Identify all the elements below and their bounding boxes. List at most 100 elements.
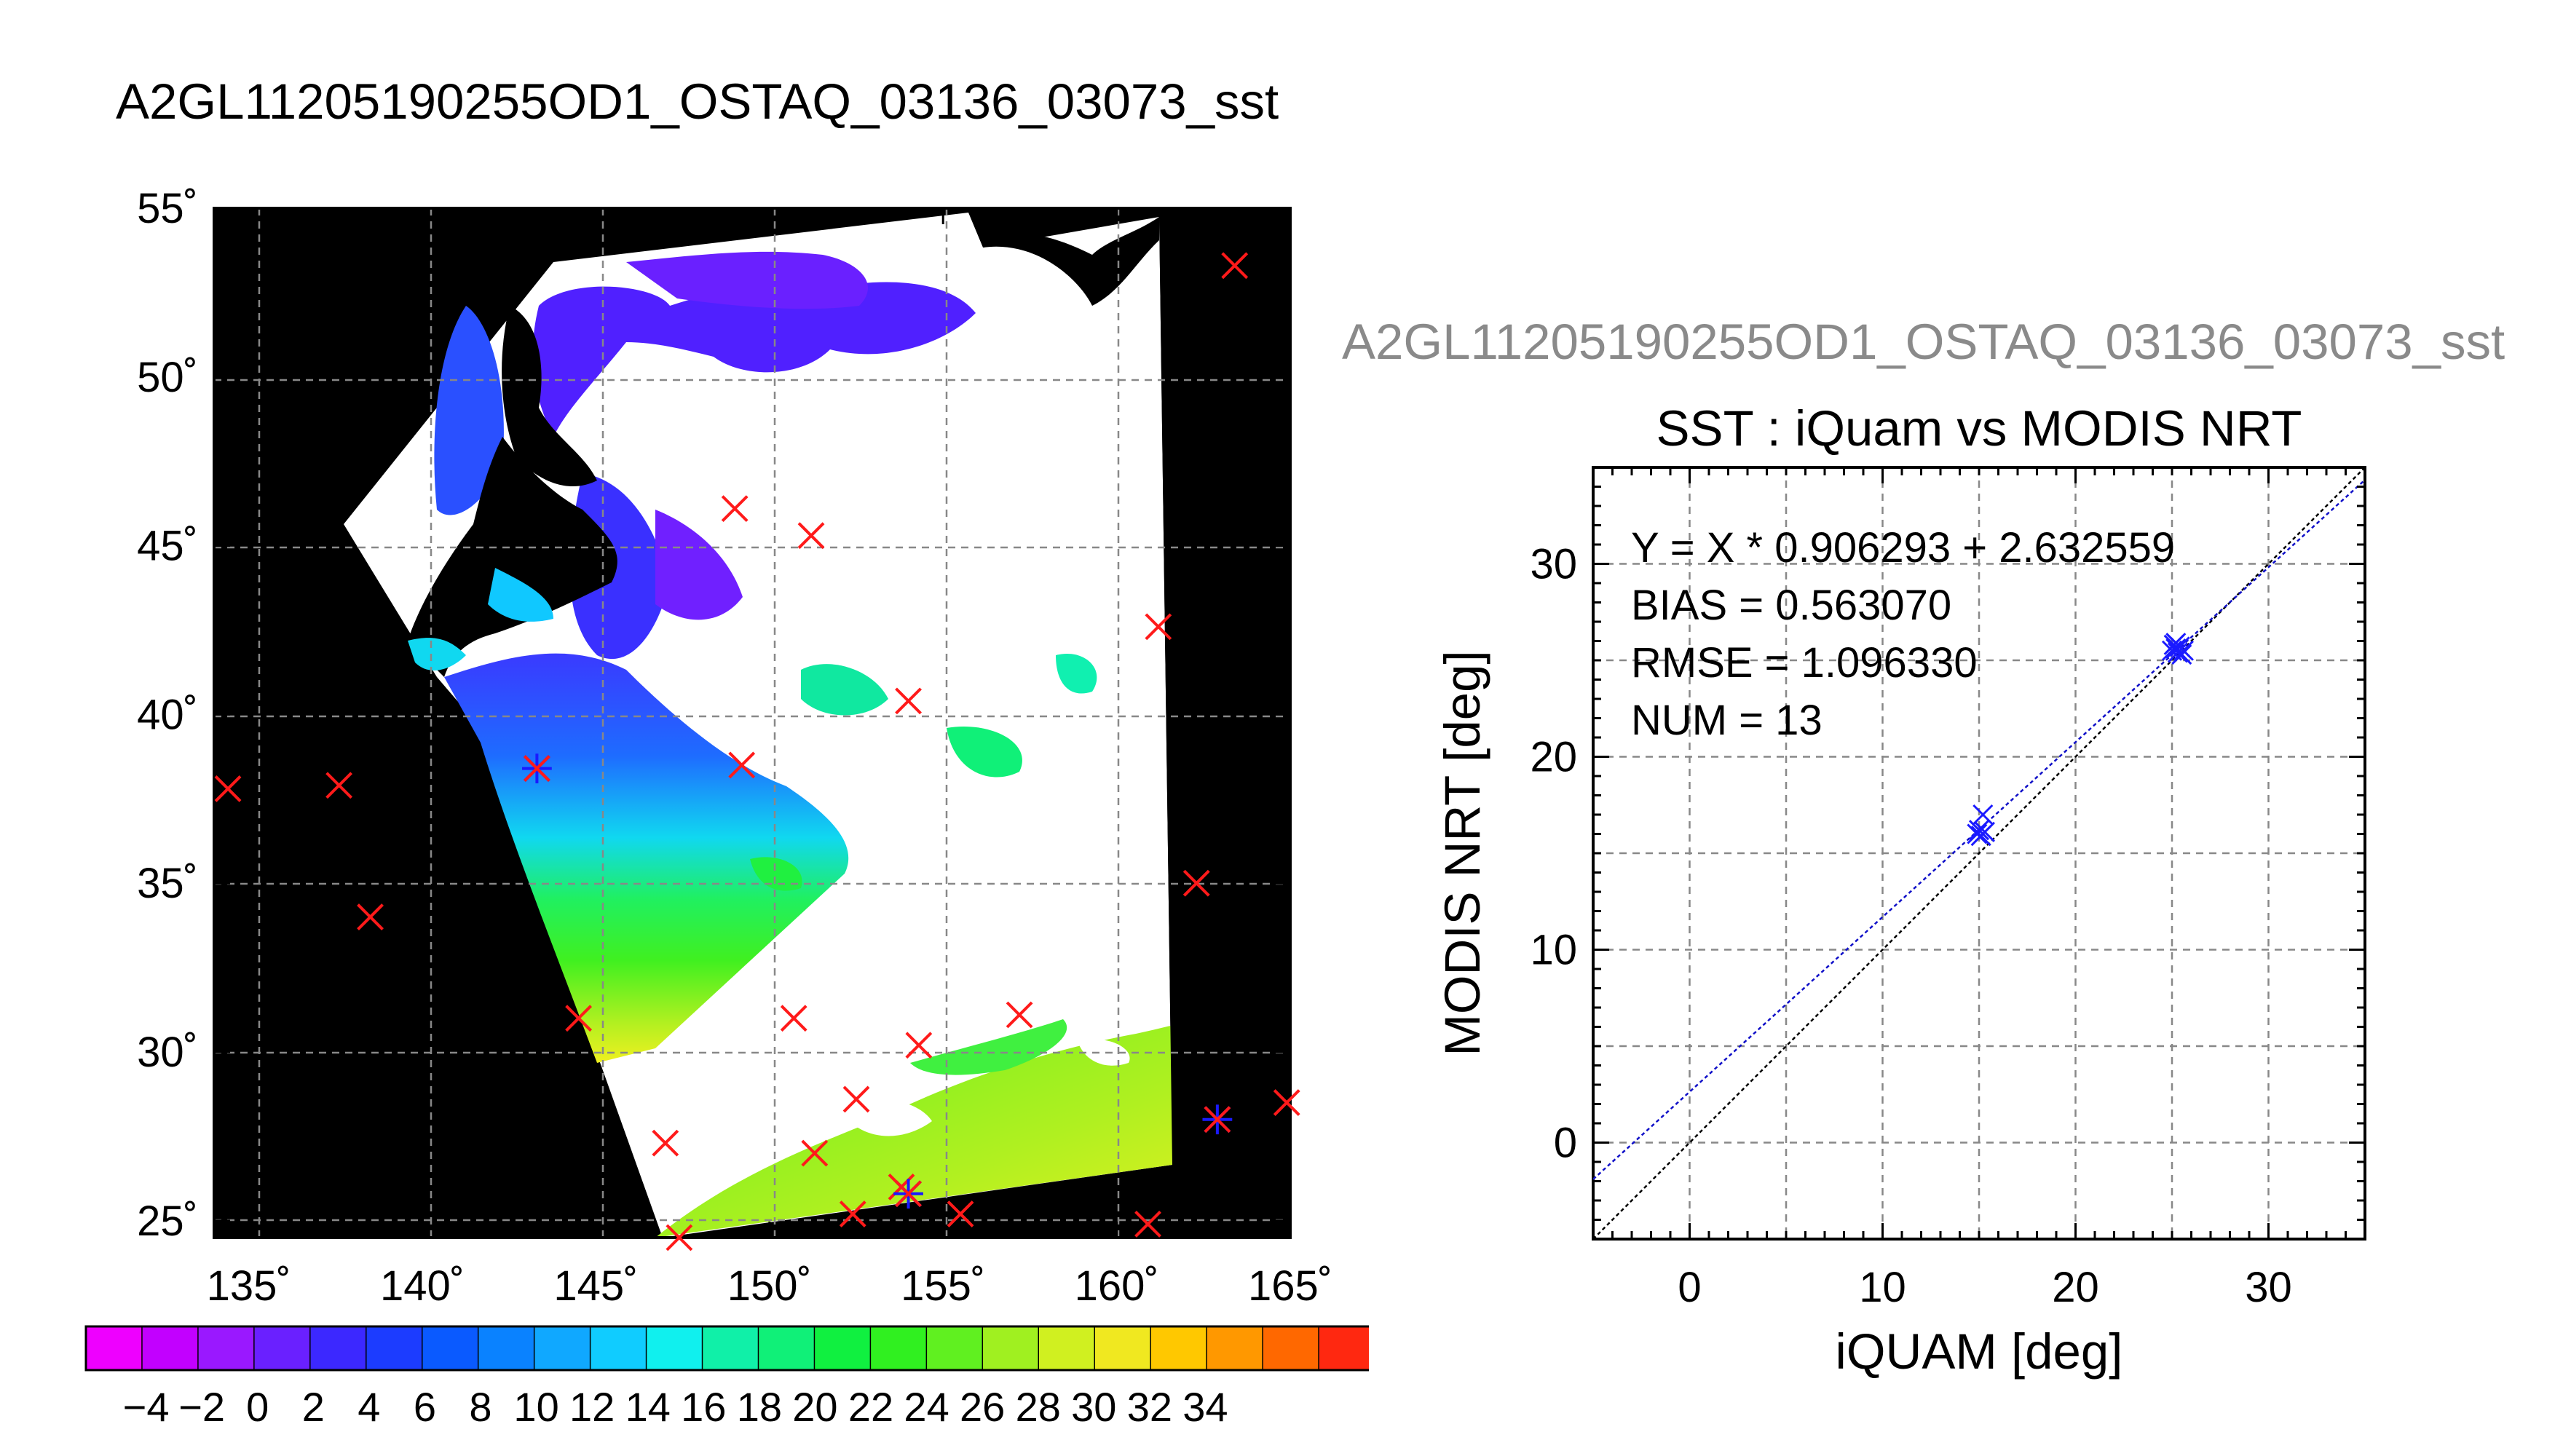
map-title: A2GL11205190255OD1_OSTAQ_03136_03073_sst <box>116 74 1279 130</box>
colorbar-tick-label: 26 <box>960 1384 1005 1430</box>
colorbar-segment <box>758 1326 815 1370</box>
japan-land <box>408 437 617 677</box>
map-x-marker <box>721 495 749 523</box>
map-y-tick-label: 45˚ <box>137 523 198 570</box>
colorbar-segment <box>422 1326 479 1370</box>
map-x-marker <box>1134 1211 1161 1238</box>
scatter-point <box>2171 644 2192 665</box>
map-match-marker-x <box>523 755 550 783</box>
scatter-x-tick-label: 0 <box>1678 1264 1701 1311</box>
map-x-marker <box>947 1200 974 1227</box>
scatter-y-tick-label: 10 <box>1530 927 1577 974</box>
map-y-tick-label: 35˚ <box>137 860 198 907</box>
colorbar-tick-label: 4 <box>358 1384 380 1430</box>
map-x-marker <box>666 1224 693 1251</box>
scatter-annotation: BIAS = 0.563070 <box>1631 582 1951 629</box>
colorbar-segment <box>1150 1326 1207 1370</box>
colorbar-tick-label: 10 <box>513 1384 558 1430</box>
map-x-marker <box>780 1005 807 1032</box>
colorbar-tick-label: 8 <box>469 1384 491 1430</box>
colorbar-tick-label: 12 <box>569 1384 615 1430</box>
colorbar-segment <box>702 1326 759 1370</box>
map-y-tick-labels: 55˚ 50˚ 45˚ 40˚ 35˚ 30˚ 25˚ <box>137 185 198 1245</box>
colorbar-segment <box>197 1326 255 1370</box>
scatter-y-tick-labels: 30 20 10 0 <box>1530 541 1577 1167</box>
scatter-y-tick-label: 20 <box>1530 734 1577 781</box>
scatter-point <box>2165 633 2187 654</box>
scatter-x-tick-label: 30 <box>2245 1264 2292 1311</box>
scatter-x-axis-label: iQUAM [deg] <box>1836 1324 2123 1380</box>
map-y-tick-label: 55˚ <box>137 185 198 232</box>
map-x-marker <box>1221 252 1249 280</box>
colorbar-tick-label: 20 <box>792 1384 837 1430</box>
map-x-marker <box>801 1139 829 1167</box>
kuroshio-region <box>444 653 849 1063</box>
map-grid <box>214 208 1290 1238</box>
colorbar-segment <box>646 1326 703 1370</box>
map-x-marker <box>1145 613 1172 641</box>
map-x-tick-label: 150˚ <box>727 1262 812 1310</box>
map-x-tick-label: 165˚ <box>1248 1262 1332 1310</box>
map-match-marker-x <box>1204 1106 1231 1133</box>
scatter-y-axis-label: MODIS NRT [deg] <box>1434 650 1490 1056</box>
colorbar-segment <box>253 1326 311 1370</box>
map-x-marker <box>905 1032 933 1059</box>
scatter-x-tick-labels: 0 10 20 30 <box>1678 1264 2291 1311</box>
map-x-marker <box>214 775 242 802</box>
colorbar-segment <box>141 1326 199 1370</box>
colorbar-segment <box>1263 1326 1319 1370</box>
map-x-tick-label: 135˚ <box>207 1262 291 1310</box>
colorbar-segment <box>366 1326 423 1370</box>
colorbar-segment <box>478 1326 535 1370</box>
map-x-marker <box>565 1005 593 1032</box>
scatter-annotation: RMSE = 1.096330 <box>1631 639 1978 687</box>
colorbar-segment <box>870 1326 927 1370</box>
colorbar-tick-label: 32 <box>1127 1384 1172 1430</box>
scatter-annotations: Y = X * 0.906293 + 2.632559 BIAS = 0.5630… <box>1631 524 2175 744</box>
colorbar-segment <box>309 1326 367 1370</box>
colorbar-tick-label: 30 <box>1071 1384 1116 1430</box>
map-x-marker <box>728 751 756 779</box>
colorbar-segment <box>814 1326 871 1370</box>
colorbar-tick-label: 34 <box>1182 1384 1228 1430</box>
colorbar-tick-label: 16 <box>681 1384 726 1430</box>
identity-line <box>1593 467 2365 1239</box>
southern-warm-region <box>655 997 1290 1238</box>
map-x-tick-label: 160˚ <box>1075 1262 1159 1310</box>
map-image <box>214 208 1290 1238</box>
colorbar-segment <box>982 1326 1039 1370</box>
scatter-title: SST : iQuam vs MODIS NRT <box>1656 400 2302 456</box>
colorbar-tick-label: 18 <box>737 1384 782 1430</box>
colorbar-tick-labels: −4 −2 0 2 4 6 8 10 12 14 16 18 20 22 24 26 28 30 32 34 <box>123 1384 1228 1430</box>
colorbar-tick-label: 24 <box>904 1384 949 1430</box>
scatter-point <box>1972 804 1994 826</box>
map-y-tick-label: 25˚ <box>137 1198 198 1245</box>
map-y-tick-label: 40˚ <box>137 691 198 738</box>
map-x-marker <box>895 687 922 715</box>
scatter-ticks <box>1592 466 2366 1241</box>
scatter-annotation: Y = X * 0.906293 + 2.632559 <box>1631 524 2175 571</box>
scatter-point <box>1967 823 1988 844</box>
colorbar-segment <box>1094 1326 1151 1370</box>
map-match-marker-x <box>895 1180 922 1208</box>
colorbar-tick-label: 0 <box>246 1384 269 1430</box>
map-y-tick-label: 50˚ <box>137 354 198 401</box>
colorbar-segment <box>926 1326 983 1370</box>
scatter-x-tick-label: 20 <box>2052 1264 2099 1311</box>
map-x-marker <box>842 1085 870 1113</box>
colorbar-segment <box>1038 1326 1095 1370</box>
colorbar-tick-label: 22 <box>848 1384 893 1430</box>
scatter-header: A2GL11205190255OD1_OSTAQ_03136_03073_sst <box>1342 314 2505 370</box>
cold-water-region <box>532 282 976 437</box>
scatter-y-tick-label: 0 <box>1554 1120 1577 1167</box>
map-x-marker <box>797 522 825 550</box>
colorbar-tick-label: 2 <box>302 1384 325 1430</box>
map-x-marker <box>325 772 353 799</box>
scatter-y-tick-label: 30 <box>1530 541 1577 588</box>
colorbar-tick-label: 28 <box>1016 1384 1061 1430</box>
scatter-annotation: NUM = 13 <box>1631 697 1823 744</box>
sst-colorbar <box>84 1325 1369 1372</box>
map-y-tick-label: 30˚ <box>137 1029 198 1076</box>
map-x-tick-labels: 135˚ 140˚ 145˚ 150˚ 155˚ 160˚ 165˚ <box>207 1262 1332 1310</box>
